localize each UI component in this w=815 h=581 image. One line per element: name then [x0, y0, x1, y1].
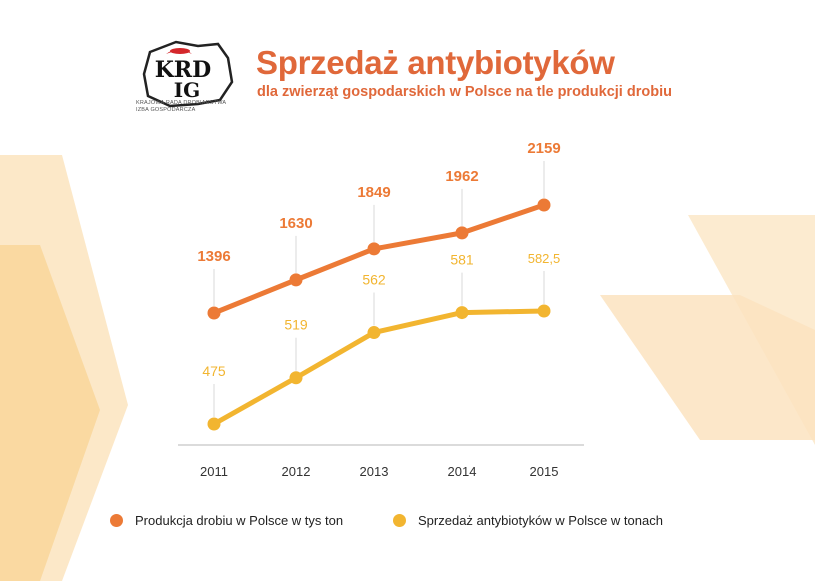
data-point — [207, 306, 221, 320]
x-tick-label-2013: 2013 — [360, 464, 389, 479]
x-tick-label-2015: 2015 — [530, 464, 559, 479]
logo-caption-line2: IZBA GOSPODARCZA — [136, 107, 196, 113]
data-label: 2159 — [527, 140, 560, 157]
series-line-0 — [211, 202, 547, 316]
data-point — [537, 198, 551, 212]
data-label: 475 — [202, 363, 226, 379]
legend-label-poultry: Produkcja drobiu w Polsce w tys ton — [135, 513, 344, 528]
data-point — [367, 242, 381, 256]
data-label: 581 — [450, 252, 474, 268]
legend-item-antibiotics: Sprzedaż antybiotyków w Polsce w tonach — [393, 513, 663, 528]
x-tick-label-2014: 2014 — [448, 464, 477, 479]
data-label: 1630 — [279, 215, 312, 232]
data-label: 519 — [284, 317, 308, 333]
page-title: Sprzedaż antybiotyków — [256, 44, 615, 81]
legend-label-antibiotics: Sprzedaż antybiotyków w Polsce w tonach — [418, 513, 663, 528]
logo-caption: KRAJOWA RADA DROBIARSTWA IZBA GOSPODARCZ… — [136, 100, 276, 114]
data-point — [537, 304, 551, 318]
data-point — [455, 226, 469, 240]
data-point — [367, 326, 381, 340]
legend-dot-antibiotics — [393, 514, 406, 527]
logo-text-line2: IG — [174, 78, 200, 102]
data-point — [289, 371, 303, 385]
x-tick-label-2011: 2011 — [200, 464, 228, 479]
series-line-1 — [211, 308, 547, 427]
legend-item-poultry: Produkcja drobiu w Polsce w tys ton — [110, 513, 343, 528]
data-label: 1962 — [445, 168, 478, 185]
page-subtitle: dla zwierząt gospodarskich w Polsce na t… — [257, 84, 672, 100]
data-label: 1396 — [197, 248, 230, 265]
data-label: 562 — [362, 272, 386, 288]
logo-caption-line1: KRAJOWA RADA DROBIARSTWA — [136, 100, 227, 106]
data-label: 582,5 — [528, 251, 561, 266]
data-point — [289, 273, 303, 287]
krd-ig-logo: KRD IG — [142, 40, 234, 108]
x-tick-label-2012: 2012 — [282, 464, 311, 479]
data-label: 1849 — [357, 184, 390, 201]
data-point — [455, 306, 469, 320]
data-point — [207, 417, 221, 431]
legend-dot-poultry — [110, 514, 123, 527]
logo-text-line1: KRD — [155, 57, 211, 83]
